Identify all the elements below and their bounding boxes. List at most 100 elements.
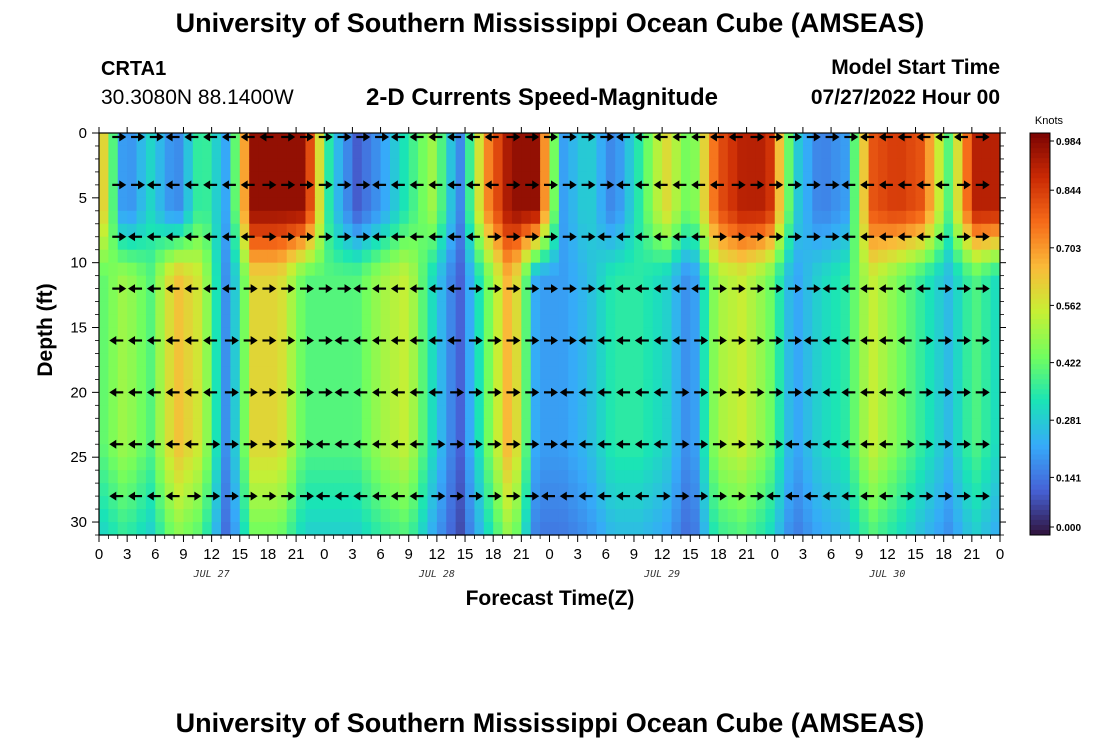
heat-cell [615,366,626,380]
heat-cell [277,301,288,316]
heat-cell [699,379,710,393]
heat-cell [174,158,185,173]
heat-cell [896,133,907,147]
current-vector-head [250,335,258,345]
current-vector-head [860,284,868,294]
heat-cell [380,470,391,484]
heat-cell [774,340,785,355]
heat-cell [812,340,823,355]
heat-cell [755,145,766,160]
heat-cell [587,470,598,484]
heat-cell [831,353,842,368]
heat-cell [521,223,532,238]
heat-cell [727,431,738,445]
heat-cell [427,405,438,419]
heat-cell [380,223,391,238]
heat-cell [408,392,419,406]
heat-cell [577,133,588,147]
heat-cell [540,405,551,419]
heat-cell [896,288,907,303]
current-vector-head [682,439,690,449]
heat-cell [465,353,476,368]
heat-cell [568,249,579,264]
y-tick-label: 0 [79,125,87,142]
heat-cell [765,197,776,212]
x-tick-label: 3 [573,546,581,563]
heat-cell [671,262,682,277]
heat-cell [877,509,888,523]
heat-cell [352,392,363,406]
current-vector-head [146,491,154,501]
heat-cell [99,236,109,251]
heat-cell [239,340,250,355]
current-vector-head [372,387,380,397]
heat-cell [286,509,297,523]
heat-cell [765,133,776,147]
heat-cell [868,197,879,212]
heat-cell [915,223,926,238]
current-vector-head [757,232,765,242]
heat-cell [174,353,185,368]
heat-cell [258,249,269,264]
heat-cell [427,314,438,329]
heat-cell [361,223,372,238]
heat-cell [127,133,138,147]
heat-cell [652,353,663,368]
heat-cell [202,327,213,342]
heat-cell [577,197,588,212]
heat-cell [446,236,457,251]
colorbar-segment [1030,454,1050,461]
heat-cell [427,288,438,303]
heat-cell [117,314,128,329]
heat-cell [136,327,147,342]
heat-cell [624,275,635,290]
heat-cell [286,314,297,329]
heat-cell [305,158,316,173]
heat-cell [399,444,410,458]
heat-cell [643,236,654,251]
heat-cell [615,405,626,419]
heat-cell [587,431,598,445]
heat-cell [577,158,588,173]
heat-cell [859,145,870,160]
current-vector-head [203,180,211,190]
heat-cell [314,366,325,380]
heat-cell [221,249,231,264]
heat-cell [643,496,654,510]
heat-cell [755,366,766,380]
heat-cell [361,171,372,186]
heat-cell [145,197,156,212]
heat-cell [793,197,804,212]
heat-cell [793,509,804,523]
heat-cell [737,379,748,393]
heat-cell [662,236,673,251]
heat-cell [183,366,194,380]
heat-cell [624,314,635,329]
heat-cell [990,392,1001,406]
current-vector-head [372,284,380,294]
current-vector-head [795,387,803,397]
heat-cell [249,145,260,160]
current-vector-head [184,180,192,190]
heat-cell [221,223,231,238]
colorbar-segment [1030,273,1050,280]
heat-cell [765,496,776,510]
heat-cell [230,496,241,510]
heat-cell [324,353,335,368]
heat-cell [343,275,354,290]
heat-cell [587,340,598,355]
heat-cell [521,522,532,536]
heat-cell [502,249,513,264]
heat-cell [511,366,522,380]
heat-cell [465,210,476,225]
heat-cell [896,366,907,380]
heat-cell [746,509,757,523]
heat-cell [99,133,109,147]
heat-cell [511,288,522,303]
heat-cell [690,301,701,316]
heat-cell [371,145,382,160]
current-vector-head [822,284,830,294]
heat-cell [343,158,354,173]
heat-cell [990,236,1001,251]
heat-cell [540,171,551,186]
